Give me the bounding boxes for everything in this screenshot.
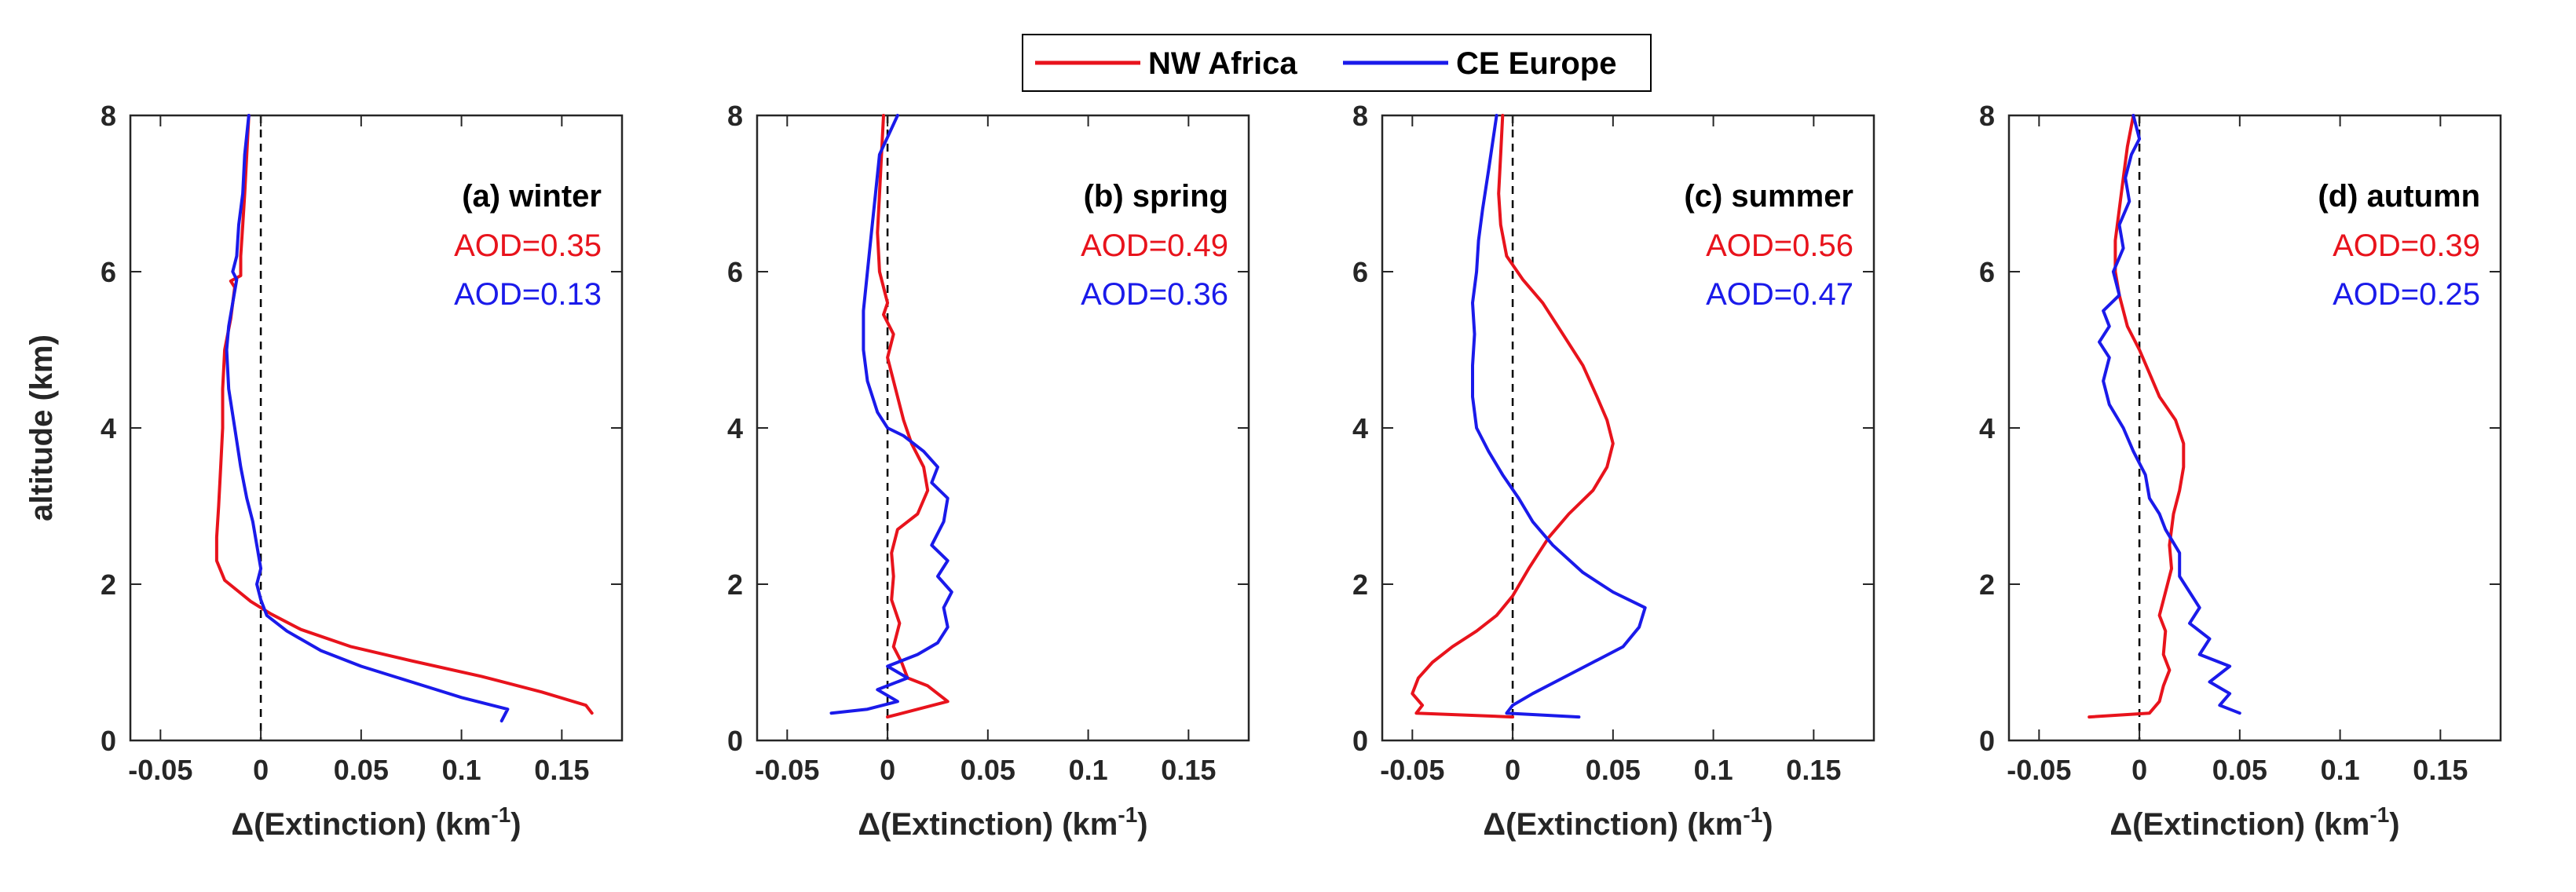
y-tick-label: 2: [727, 568, 743, 601]
x-tick-label: -0.05: [1380, 754, 1444, 786]
aod-annotation: AOD=0.36: [1081, 277, 1228, 312]
x-tick-label: 0.1: [442, 754, 481, 786]
y-tick-label: 4: [727, 412, 743, 444]
axes-frame: [1381, 114, 1875, 742]
y-tick-label: 0: [1979, 725, 1995, 757]
x-tick-label: 0: [880, 754, 895, 786]
x-tick-label: 0.05: [334, 754, 389, 786]
panel-1: -0.05 0 0.05 0.1 0.15 0 2 4 6 8 (a) winter AOD=0.35…: [24, 100, 624, 842]
panel-2: -0.05 0 0.05 0.1 0.15 0 2 4 6 8 (b) spring AOD=0.49…: [727, 100, 1250, 842]
y-tick-label: 2: [1979, 568, 1995, 601]
x-tick-label: 0.05: [961, 754, 1015, 786]
x-axis-label: Δ(Extinction) (km-1): [231, 802, 521, 842]
series-line-ce-europe: [2098, 114, 2241, 715]
aod-annotation: AOD=0.49: [1081, 228, 1228, 263]
x-tick-label: 0.15: [1786, 754, 1841, 786]
axes-frame: [2007, 114, 2502, 742]
y-tick-label: 4: [101, 412, 116, 444]
aod-annotation: AOD=0.35: [454, 228, 602, 263]
panel-title: (c) summer: [1684, 179, 1853, 214]
x-tick-label: 0.1: [2321, 754, 2360, 786]
aod-annotation: AOD=0.25: [2333, 277, 2480, 312]
legend: NW Africa CE Europe: [1022, 34, 1652, 92]
panel-title: (a) winter: [462, 179, 602, 214]
x-tick-label: -0.05: [755, 754, 819, 786]
y-tick-label: 8: [727, 100, 743, 132]
y-tick-label: 8: [1352, 100, 1368, 132]
y-tick-label: 2: [101, 568, 116, 601]
y-tick-label: 6: [1352, 256, 1368, 288]
x-axis-label: Δ(Extinction) (km-1): [858, 802, 1147, 842]
y-tick-label: 4: [1979, 412, 1995, 444]
y-tick-label: 0: [727, 725, 743, 757]
panel-4: -0.05 0 0.05 0.1 0.15 0 2 4 6 8 (d) autumn AOD=0.39…: [1979, 100, 2502, 842]
panel-title: (b) spring: [1084, 179, 1228, 214]
y-tick-label: 4: [1352, 412, 1368, 444]
x-tick-label: 0.15: [2413, 754, 2468, 786]
series-line-nw-africa: [2088, 114, 2186, 719]
y-tick-label: 6: [101, 256, 116, 288]
aod-annotation: AOD=0.39: [2333, 228, 2480, 263]
x-axis-label: Δ(Extinction) (km-1): [1483, 802, 1773, 842]
y-tick-label: 0: [1352, 725, 1368, 757]
panel-title: (d) autumn: [2318, 179, 2480, 214]
x-tick-label: 0.1: [1069, 754, 1108, 786]
x-tick-label: 0.05: [2212, 754, 2267, 786]
series-line-ce-europe: [1471, 114, 1647, 719]
x-tick-label: -0.05: [128, 754, 192, 786]
x-axis-label: Δ(Extinction) (km-1): [2109, 802, 2399, 842]
series-line-ce-europe: [829, 114, 953, 715]
x-tick-label: 0.1: [1694, 754, 1733, 786]
y-tick-label: 8: [1979, 100, 1995, 132]
y-axis-label: altitude (km): [24, 334, 59, 521]
y-tick-label: 8: [101, 100, 116, 132]
panel-3: -0.05 0 0.05 0.1 0.15 0 2 4 6 8 (c) summer AOD=0.56…: [1352, 100, 1875, 842]
x-tick-label: 0.15: [1161, 754, 1216, 786]
x-tick-label: 0: [1505, 754, 1520, 786]
x-tick-label: 0: [2131, 754, 2147, 786]
x-tick-label: 0.15: [534, 754, 589, 786]
aod-annotation: AOD=0.56: [1706, 228, 1853, 263]
x-tick-label: -0.05: [2007, 754, 2071, 786]
y-tick-label: 2: [1352, 568, 1368, 601]
x-tick-label: 0.05: [1586, 754, 1641, 786]
axes-frame: [756, 114, 1250, 742]
axes-frame: [129, 114, 624, 742]
y-tick-label: 6: [1979, 256, 1995, 288]
series-line-nw-africa: [214, 114, 594, 715]
series-line-ce-europe: [225, 114, 510, 723]
x-tick-label: 0: [253, 754, 269, 786]
aod-annotation: AOD=0.13: [454, 277, 602, 312]
legend-label-ce-europe: CE Europe: [1456, 46, 1616, 81]
legend-label-nw-africa: NW Africa: [1148, 46, 1297, 81]
y-tick-label: 6: [727, 256, 743, 288]
y-tick-label: 0: [101, 725, 116, 757]
series-line-nw-africa: [1411, 114, 1615, 719]
aod-annotation: AOD=0.47: [1706, 277, 1853, 312]
